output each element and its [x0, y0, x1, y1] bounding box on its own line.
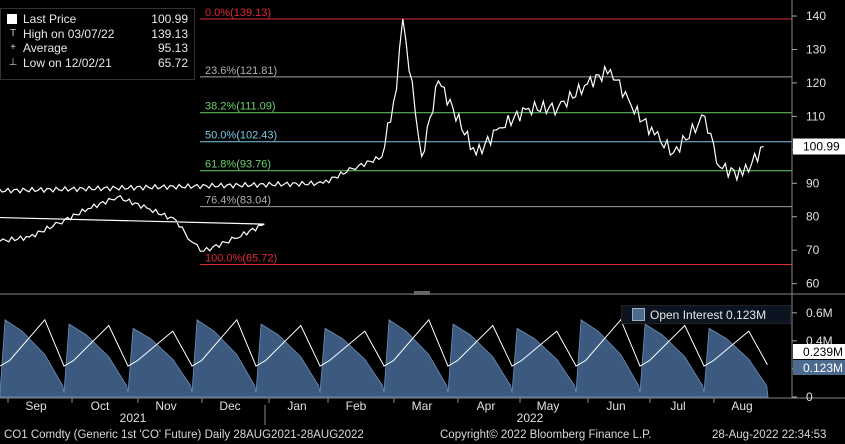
footer-ticker: CO1 Comdty (Generic 1st 'CO' Future) Dai… — [4, 429, 364, 441]
year-label: 2022 — [517, 411, 544, 425]
y-tick-label: 80 — [806, 210, 820, 224]
fib-label: 0.0%(139.13) — [205, 7, 271, 19]
price-legend: Last Price 100.99 T High on 03/07/22 139… — [0, 8, 195, 80]
y-tick-label: 70 — [806, 243, 820, 257]
price-panel: 0.0%(139.13) 23.6%(121.81) 38.2%(111.09) 50… — [0, 7, 792, 266]
x-tick-label: Nov — [155, 399, 176, 413]
fib-label: 50.0%(102.43) — [205, 130, 277, 142]
y-tick-label: 140 — [806, 9, 826, 23]
last-value-tag — [793, 138, 845, 155]
legend-average: + Average 95.13 — [7, 41, 194, 56]
x-tick-label: Sep — [25, 399, 47, 413]
oi-last-tag-area — [793, 360, 845, 375]
oi-last-tag-line — [793, 344, 845, 359]
legend-low: ⊥ Low on 12/02/21 65.72 — [8, 55, 188, 70]
open-interest-legend: Open Interest 0.123M — [621, 305, 791, 324]
x-tick-label: Jun — [606, 399, 625, 413]
series-line-open-interest-avg — [0, 318, 768, 367]
y-tick-label: 60 — [806, 277, 820, 291]
y-tick-label: 110 — [806, 109, 825, 123]
open-interest-panel — [0, 318, 769, 398]
fib-label: 23.6%(121.81) — [205, 65, 277, 77]
oi-last-label-line: 0.239M — [803, 345, 843, 359]
fib-label: 76.4%(83.04) — [205, 195, 271, 207]
footer-timestamp: 28-Aug-2022 22:34:53 — [712, 429, 827, 441]
legend-high: T High on 03/07/22 139.13 — [7, 27, 194, 42]
x-tick-label: Aug — [731, 399, 752, 413]
x-tick-label: Feb — [346, 399, 367, 413]
x-tick-label: Apr — [477, 399, 496, 413]
open-interest-swatch — [632, 308, 645, 321]
legend-last-price: Last Price 100.99 — [7, 12, 194, 27]
fib-label: 100.0%(65.72) — [205, 253, 277, 265]
y-tick-label: 90 — [806, 176, 820, 190]
oi-y-tick-label: 0 — [806, 390, 813, 404]
average-marker-icon: + — [10, 42, 16, 53]
y-tick-label: 130 — [806, 42, 826, 56]
x-tick-label: Oct — [91, 399, 110, 413]
oi-y-tick-label: 0.6M — [806, 306, 833, 320]
last-value-label: 100.99 — [803, 140, 840, 154]
x-tick-label: Jan — [287, 399, 306, 413]
oi-last-label-area: 0.123M — [803, 361, 843, 375]
series-line-last-price — [0, 18, 764, 252]
high-marker-icon: T — [9, 27, 17, 39]
footer: CO1 Comdty (Generic 1st 'CO' Future) Dai… — [0, 426, 845, 444]
fib-label: 38.2%(111.09) — [205, 101, 276, 113]
x-tick-label: Jul — [670, 399, 685, 413]
low-marker-icon: ⊥ — [8, 56, 18, 68]
fib-label: 61.8%(93.76) — [205, 159, 271, 171]
y-tick-label: 120 — [806, 76, 826, 90]
year-label: 2021 — [120, 411, 147, 425]
axes: 60708090100110120130140100.9900.2M0.4M0.… — [0, 0, 845, 425]
x-tick-label: Dec — [219, 399, 240, 413]
x-tick-label: Mar — [412, 399, 433, 413]
footer-copyright: Copyright© 2022 Bloomberg Finance L.P. — [440, 429, 652, 441]
panel-resize-handle — [414, 291, 430, 295]
series-area-open-interest — [0, 319, 769, 398]
x-tick-label: May — [537, 399, 560, 413]
last-price-swatch — [7, 14, 17, 25]
